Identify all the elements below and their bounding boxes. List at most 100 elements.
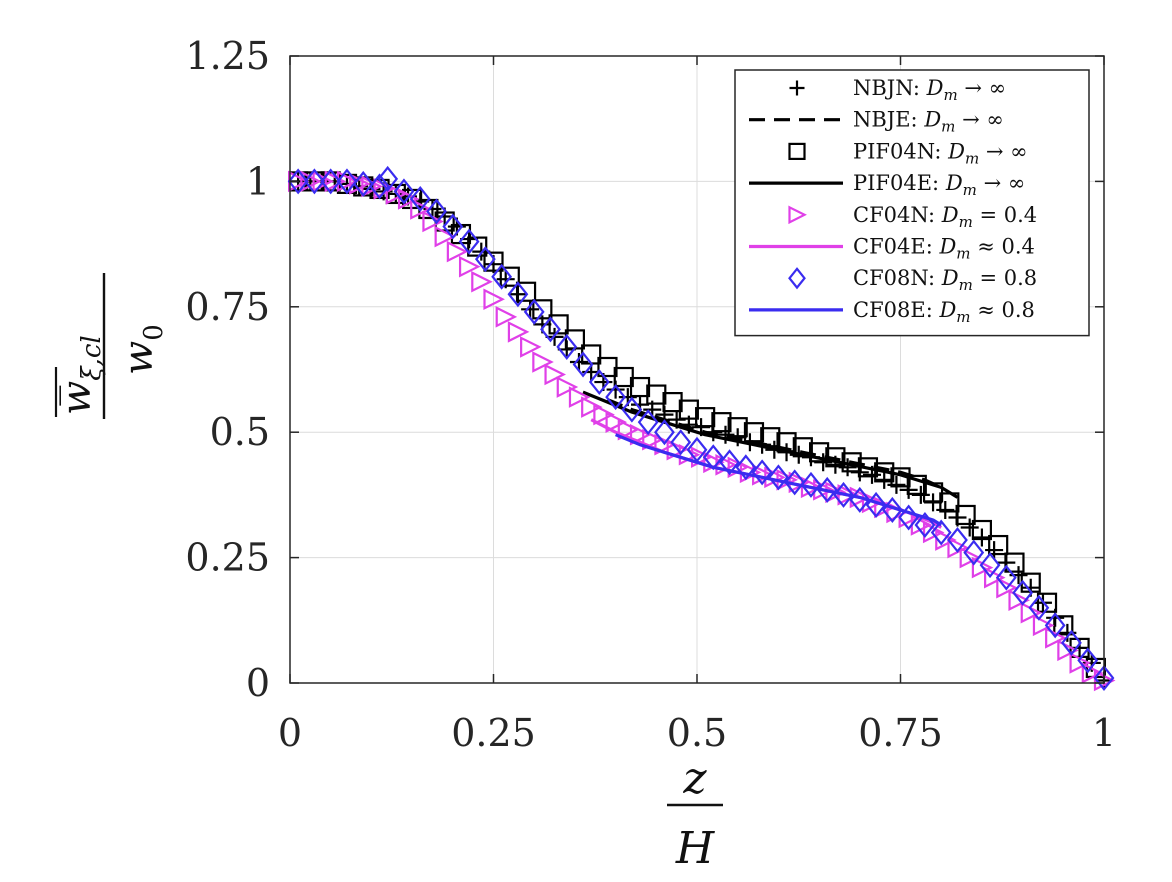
data-point <box>507 281 529 308</box>
legend-item: PIF04E: Dm → ∞ <box>749 171 1025 199</box>
data-point <box>617 418 640 441</box>
data-point <box>972 528 991 547</box>
data-point <box>1093 664 1115 691</box>
data-point <box>666 438 689 461</box>
legend-swatch <box>788 142 806 160</box>
y-tick-label: 0.5 <box>210 410 270 454</box>
data-point <box>743 422 765 443</box>
legend-label-sub: m <box>959 213 973 231</box>
legend-label-name: NBJN: <box>853 76 927 100</box>
data-point <box>719 449 740 476</box>
data-point <box>1061 629 1082 656</box>
data-point <box>1028 594 1050 621</box>
legend-item: CF04E: Dm ≈ 0.4 <box>749 235 1035 263</box>
legend-label-name: CF04N: <box>853 203 942 227</box>
data-point <box>442 213 464 240</box>
data-point <box>914 511 936 539</box>
series-line <box>614 433 943 527</box>
x-tick-label: 0.75 <box>858 711 943 755</box>
legend-label: CF08N: Dm = 0.8 <box>853 266 1037 294</box>
data-point <box>540 316 561 343</box>
legend-label-sub: m <box>959 276 973 294</box>
data-point <box>581 396 603 418</box>
data-point <box>336 168 358 195</box>
data-point <box>312 170 335 193</box>
legend-label-sub: m <box>965 149 979 167</box>
data-point <box>474 246 496 273</box>
data-point <box>959 546 982 569</box>
x-tick-label: 0.25 <box>451 711 536 755</box>
data-point <box>984 566 1006 589</box>
series-cf08e <box>614 433 943 527</box>
data-point <box>670 429 692 456</box>
data-point <box>1081 662 1104 684</box>
data-point <box>646 384 667 405</box>
data-point <box>446 240 469 263</box>
series-pif04e <box>582 390 959 499</box>
legend-label-sub: m <box>941 118 955 136</box>
data-point <box>521 300 540 319</box>
data-point <box>922 521 945 544</box>
data-point <box>548 314 569 335</box>
data-point <box>808 442 830 463</box>
series-line <box>582 390 959 499</box>
data-point <box>377 165 399 192</box>
data-point <box>695 407 716 428</box>
legend-label-math: D <box>926 76 944 100</box>
data-point <box>556 333 578 360</box>
data-point <box>287 168 309 195</box>
legend-label-name: CF08N: <box>853 266 942 290</box>
y-axis-label-denominator-main: w <box>116 341 162 375</box>
data-point <box>515 281 537 302</box>
y-tick-label: 0.75 <box>185 285 270 329</box>
legend-item: PIF04N: Dm → ∞ <box>788 139 1028 167</box>
legend-label-rel: → ∞ <box>958 76 1006 100</box>
legend-item: CF08N: Dm = 0.8 <box>788 266 1037 294</box>
legend-label-sub: m <box>956 245 970 263</box>
legend-label: NBJE: Dm → ∞ <box>853 108 1004 136</box>
data-point <box>816 476 838 503</box>
data-point <box>588 369 610 396</box>
data-point <box>1008 589 1030 612</box>
x-tick-label: 0 <box>278 711 302 755</box>
legend-label: PIF04E: Dm → ∞ <box>853 171 1025 199</box>
legend-label-sub: m <box>943 86 957 104</box>
x-axis-label-denominator: H <box>675 823 716 874</box>
legend-label-math: D <box>941 203 959 227</box>
data-point <box>678 399 699 420</box>
legend-label-rel: → ∞ <box>977 171 1025 195</box>
data-point <box>352 170 374 197</box>
data-point <box>1032 614 1055 637</box>
data-point <box>621 396 643 423</box>
y-axis-label-numerator-sub: ξ,cl <box>77 335 107 380</box>
data-point <box>637 409 659 436</box>
legend-label-rel: → ∞ <box>979 139 1027 163</box>
y-tick-label: 1.25 <box>185 34 270 78</box>
legend-label-sub: m <box>963 181 977 199</box>
data-point <box>979 552 1001 579</box>
data-point <box>393 178 415 205</box>
legend-label-math: D <box>941 266 959 290</box>
data-point <box>971 519 993 541</box>
data-point <box>1036 592 1058 613</box>
legend-label-name: PIF04N: <box>853 139 948 163</box>
y-axis-label-numerator: w̅ξ,cl <box>54 335 107 415</box>
data-point <box>483 288 505 311</box>
data-point <box>963 539 985 566</box>
data-point <box>930 519 952 546</box>
data-point <box>304 168 325 195</box>
y-tick-label: 1 <box>246 159 270 203</box>
legend-label-math: D <box>947 139 965 163</box>
data-point <box>833 481 854 508</box>
legend-swatch <box>789 80 805 96</box>
legend-item: CF08E: Dm ≈ 0.8 <box>749 298 1035 326</box>
data-point <box>605 384 627 411</box>
legend-label-rel: → ∞ <box>955 108 1003 132</box>
data-point <box>996 576 1018 599</box>
data-point <box>523 298 545 325</box>
data-point <box>735 454 757 481</box>
plot-series <box>287 165 1116 692</box>
data-point <box>569 352 588 371</box>
data-point <box>800 476 823 499</box>
